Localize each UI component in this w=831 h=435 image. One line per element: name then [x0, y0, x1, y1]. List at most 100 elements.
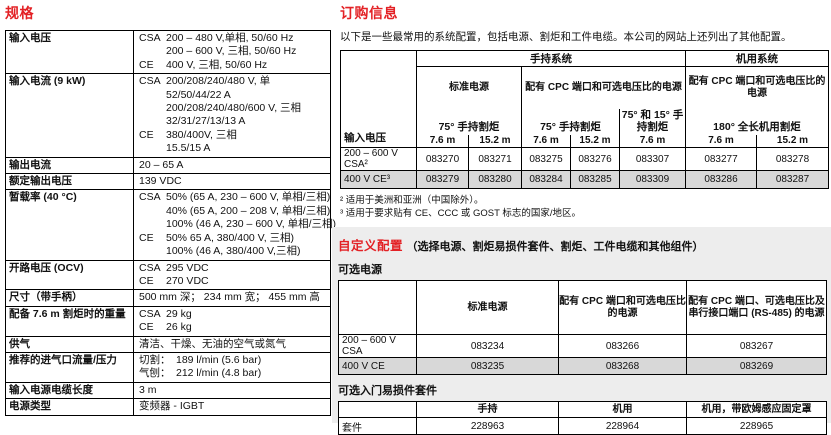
spec-row-power-supply-type: 电源类型 变频器 - IGBT [6, 398, 330, 415]
part-number: 083307 [619, 147, 686, 171]
spec-row-label: 输入电流 (9 kW) [6, 74, 134, 157]
spec-line: 295 VDC [166, 261, 209, 274]
power-header-cpc-mech: 配有 CPC 端口和可选电压比的电源 [685, 66, 829, 109]
spec-line: 380/400V, 三相 [166, 128, 237, 141]
part-number: 083279 [416, 170, 469, 189]
voltage-row-label: 200 – 600 V CSA [338, 334, 417, 358]
cert-prefix: CSA [139, 261, 161, 274]
cert-prefix: CE [139, 321, 154, 334]
torch-header-75-hand: 75° 手持割炬 [416, 108, 522, 135]
power-col-rs485: 配有 CPC 端口、可选电压比及串行接口端口 (RS-485) 的电源 [686, 280, 827, 335]
custom-config-section: 自定义配置 （选择电源、割炬易损件套件、割炬、工件电缆和其他组件） 可选电源 标… [332, 227, 831, 435]
spec-row-label: 输入电源电缆长度 [6, 382, 134, 399]
spec-row-value: 清洁、干燥、无油的空气或氮气 [134, 337, 330, 352]
part-number: 083271 [468, 147, 522, 171]
part-number: 083284 [521, 170, 571, 189]
input-voltage-header: 输入电压 [340, 50, 417, 148]
footnote-3: ³ 适用于要求贴有 CE、CCC 或 GOST 标志的国家/地区。 [340, 208, 582, 219]
power-header-standard: 标准电源 [416, 66, 522, 109]
spec-line: 40% (65 A, 200 – 208 V, 单相/三相) [166, 204, 331, 217]
starter-kits-title: 可选入门易损件套件 [338, 385, 437, 397]
cert-prefix: CSA [139, 75, 161, 88]
spec-row-ocv: 开路电压 (OCV) CSA 295 VDC CE 270 VDC [6, 259, 330, 290]
spec-row-inlet-flow: 推荐的进气口流量/压力 切割： 189 l/min (5.6 bar) 气刨： … [6, 351, 330, 382]
kits-col-hand: 手持 [416, 401, 559, 418]
spec-row-value: 变频器 - IGBT [134, 399, 330, 414]
spec-line: 189 l/min (5.6 bar) [176, 353, 262, 366]
spec-line: 100% (46 A, 380/400 V,三相) [166, 245, 301, 258]
custom-config-title: 自定义配置 [338, 239, 404, 253]
empty-corner-cell [338, 401, 417, 418]
ordering-intro: 以下是一些最常用的系统配置，包括电源、割炬和工件电缆。本公司的网站上还列出了其他… [340, 31, 792, 43]
power-header-cpc-hand: 配有 CPC 端口和可选电压比的电源 [521, 66, 686, 109]
footnotes: ² 适用于美洲和亚洲（中国除外）。 ³ 适用于要求贴有 CE、CCC 或 GOS… [340, 194, 831, 220]
spec-row-power-cable-length: 输入电源电缆长度 3 m [6, 381, 330, 399]
spec-row-value: 139 VDC [134, 174, 330, 189]
part-number: 083235 [416, 357, 559, 375]
spec-line: 200 – 600 V, 三相, 50/60 Hz [166, 45, 297, 58]
length-header: 15.2 m [756, 134, 829, 148]
torch-header-180-mech: 180° 全长机用割炬 [685, 108, 829, 135]
spec-row-label: 推荐的进气口流量/压力 [6, 352, 134, 382]
spec-row-value: CSA 50% (65 A, 230 – 600 V, 单相/三相) 40% (… [134, 190, 338, 259]
spec-row-output-current: 输出电流 20 – 65 A [6, 156, 330, 174]
torch-header-75-15-hand: 75° 和 15° 手持割炬 [619, 108, 686, 135]
voltage-row-label: 400 V CE [338, 357, 417, 375]
part-number: 228963 [416, 417, 559, 435]
optional-power-table: 标准电源 配有 CPC 端口和可选电压比的电源 配有 CPC 端口、可选电压比及… [338, 280, 827, 375]
spec-section: 规格 输入电压 CSA 200 – 480 V,单相, 50/60 Hz 200… [5, 3, 336, 416]
part-number: 083280 [468, 170, 522, 189]
cert-prefix: CE [139, 274, 154, 287]
part-number: 083276 [570, 147, 620, 171]
ordering-row-csa: 200 – 600 V CSA² 083270 083271 083275 08… [340, 147, 829, 171]
spec-row-value: CSA 200 – 480 V,单相, 50/60 Hz 200 – 600 V… [134, 31, 330, 73]
spec-line: 400 V, 三相, 50/60 Hz [166, 58, 268, 71]
spec-row-label: 开路电压 (OCV) [6, 260, 134, 290]
optional-power-row-csa: 200 – 600 V CSA 083234 083266 083267 [338, 334, 827, 358]
spec-line: 清洁、干燥、无油的空气或氮气 [139, 337, 286, 350]
hand-system-group-header: 手持系统 [416, 50, 686, 67]
spec-row-gas-supply: 供气 清洁、干燥、无油的空气或氮气 [6, 335, 330, 352]
ordering-table: 输入电压 手持系统 机用系统 标准电源 配有 CPC 端口和可选电压比的电源 配… [340, 50, 829, 189]
length-header: 15.2 m [570, 134, 620, 148]
mech-system-group-header: 机用系统 [685, 50, 829, 67]
spec-row-weight: 配备 7.6 m 割炬时的重量 CSA 29 kg CE 26 kg [6, 305, 330, 336]
spec-line: 212 l/min (4.8 bar) [176, 367, 262, 380]
starter-kits-table: 手持 机用 机用，带欧姆感应固定罩 套件 228963 228964 22896… [338, 401, 827, 435]
part-number: 083234 [416, 334, 559, 358]
cert-prefix: CSA [139, 191, 161, 204]
spec-title: 规格 [5, 5, 34, 21]
part-number: 083278 [756, 147, 829, 171]
torch-header-75-hand-cpc: 75° 手持割炬 [521, 108, 620, 135]
part-number: 083269 [686, 357, 827, 375]
part-number: 083285 [570, 170, 620, 189]
spec-row-value: CSA 200/208/240/480 V, 单 52/50/44/22 A 2… [134, 74, 330, 156]
spec-row-value: 500 mm 深； 234 mm 宽； 455 mm 高 [134, 290, 330, 305]
spec-table: 输入电压 CSA 200 – 480 V,单相, 50/60 Hz 200 – … [5, 30, 336, 416]
spec-line: 100% (46 A, 230 – 600 V, 单相/三相) [166, 218, 337, 231]
footnote-2: ² 适用于美洲和亚洲（中国除外）。 [340, 195, 484, 206]
ordering-section: 订购信息 以下是一些最常用的系统配置，包括电源、割炬和工件电缆。本公司的网站上还… [340, 3, 831, 220]
kits-col-ohmic: 机用，带欧姆感应固定罩 [686, 401, 827, 418]
custom-config-heading: 自定义配置 （选择电源、割炬易损件套件、割炬、工件电缆和其他组件） [338, 235, 826, 254]
starter-kits-row: 套件 228963 228964 228965 [338, 417, 827, 435]
spec-row-value: 3 m [134, 383, 330, 398]
cert-prefix: CE [139, 58, 154, 71]
cert-prefix: CE [139, 231, 154, 244]
kit-row-label: 套件 [338, 417, 417, 435]
optional-power-row-ce: 400 V CE 083235 083268 083269 [338, 357, 827, 375]
spec-row-label: 暂载率 (40 °C) [6, 190, 134, 260]
part-number: 228964 [558, 417, 687, 435]
power-col-cpc: 配有 CPC 端口和可选电压比的电源 [558, 280, 687, 335]
empty-corner-cell [338, 280, 417, 335]
spec-line: 139 VDC [139, 175, 182, 188]
cert-prefix: CSA [139, 32, 161, 44]
spec-line: 变频器 - IGBT [139, 400, 205, 413]
cert-prefix: CSA [139, 307, 161, 320]
spec-line: 500 mm 深； 234 mm 宽； 455 mm 高 [139, 291, 320, 304]
spec-row-label: 输出电流 [6, 157, 134, 174]
spec-line: 200/208/240/480/600 V, 三相 [166, 102, 302, 115]
power-col-standard: 标准电源 [416, 280, 559, 335]
kits-col-mech: 机用 [558, 401, 687, 418]
length-header: 7.6 m [619, 134, 686, 148]
